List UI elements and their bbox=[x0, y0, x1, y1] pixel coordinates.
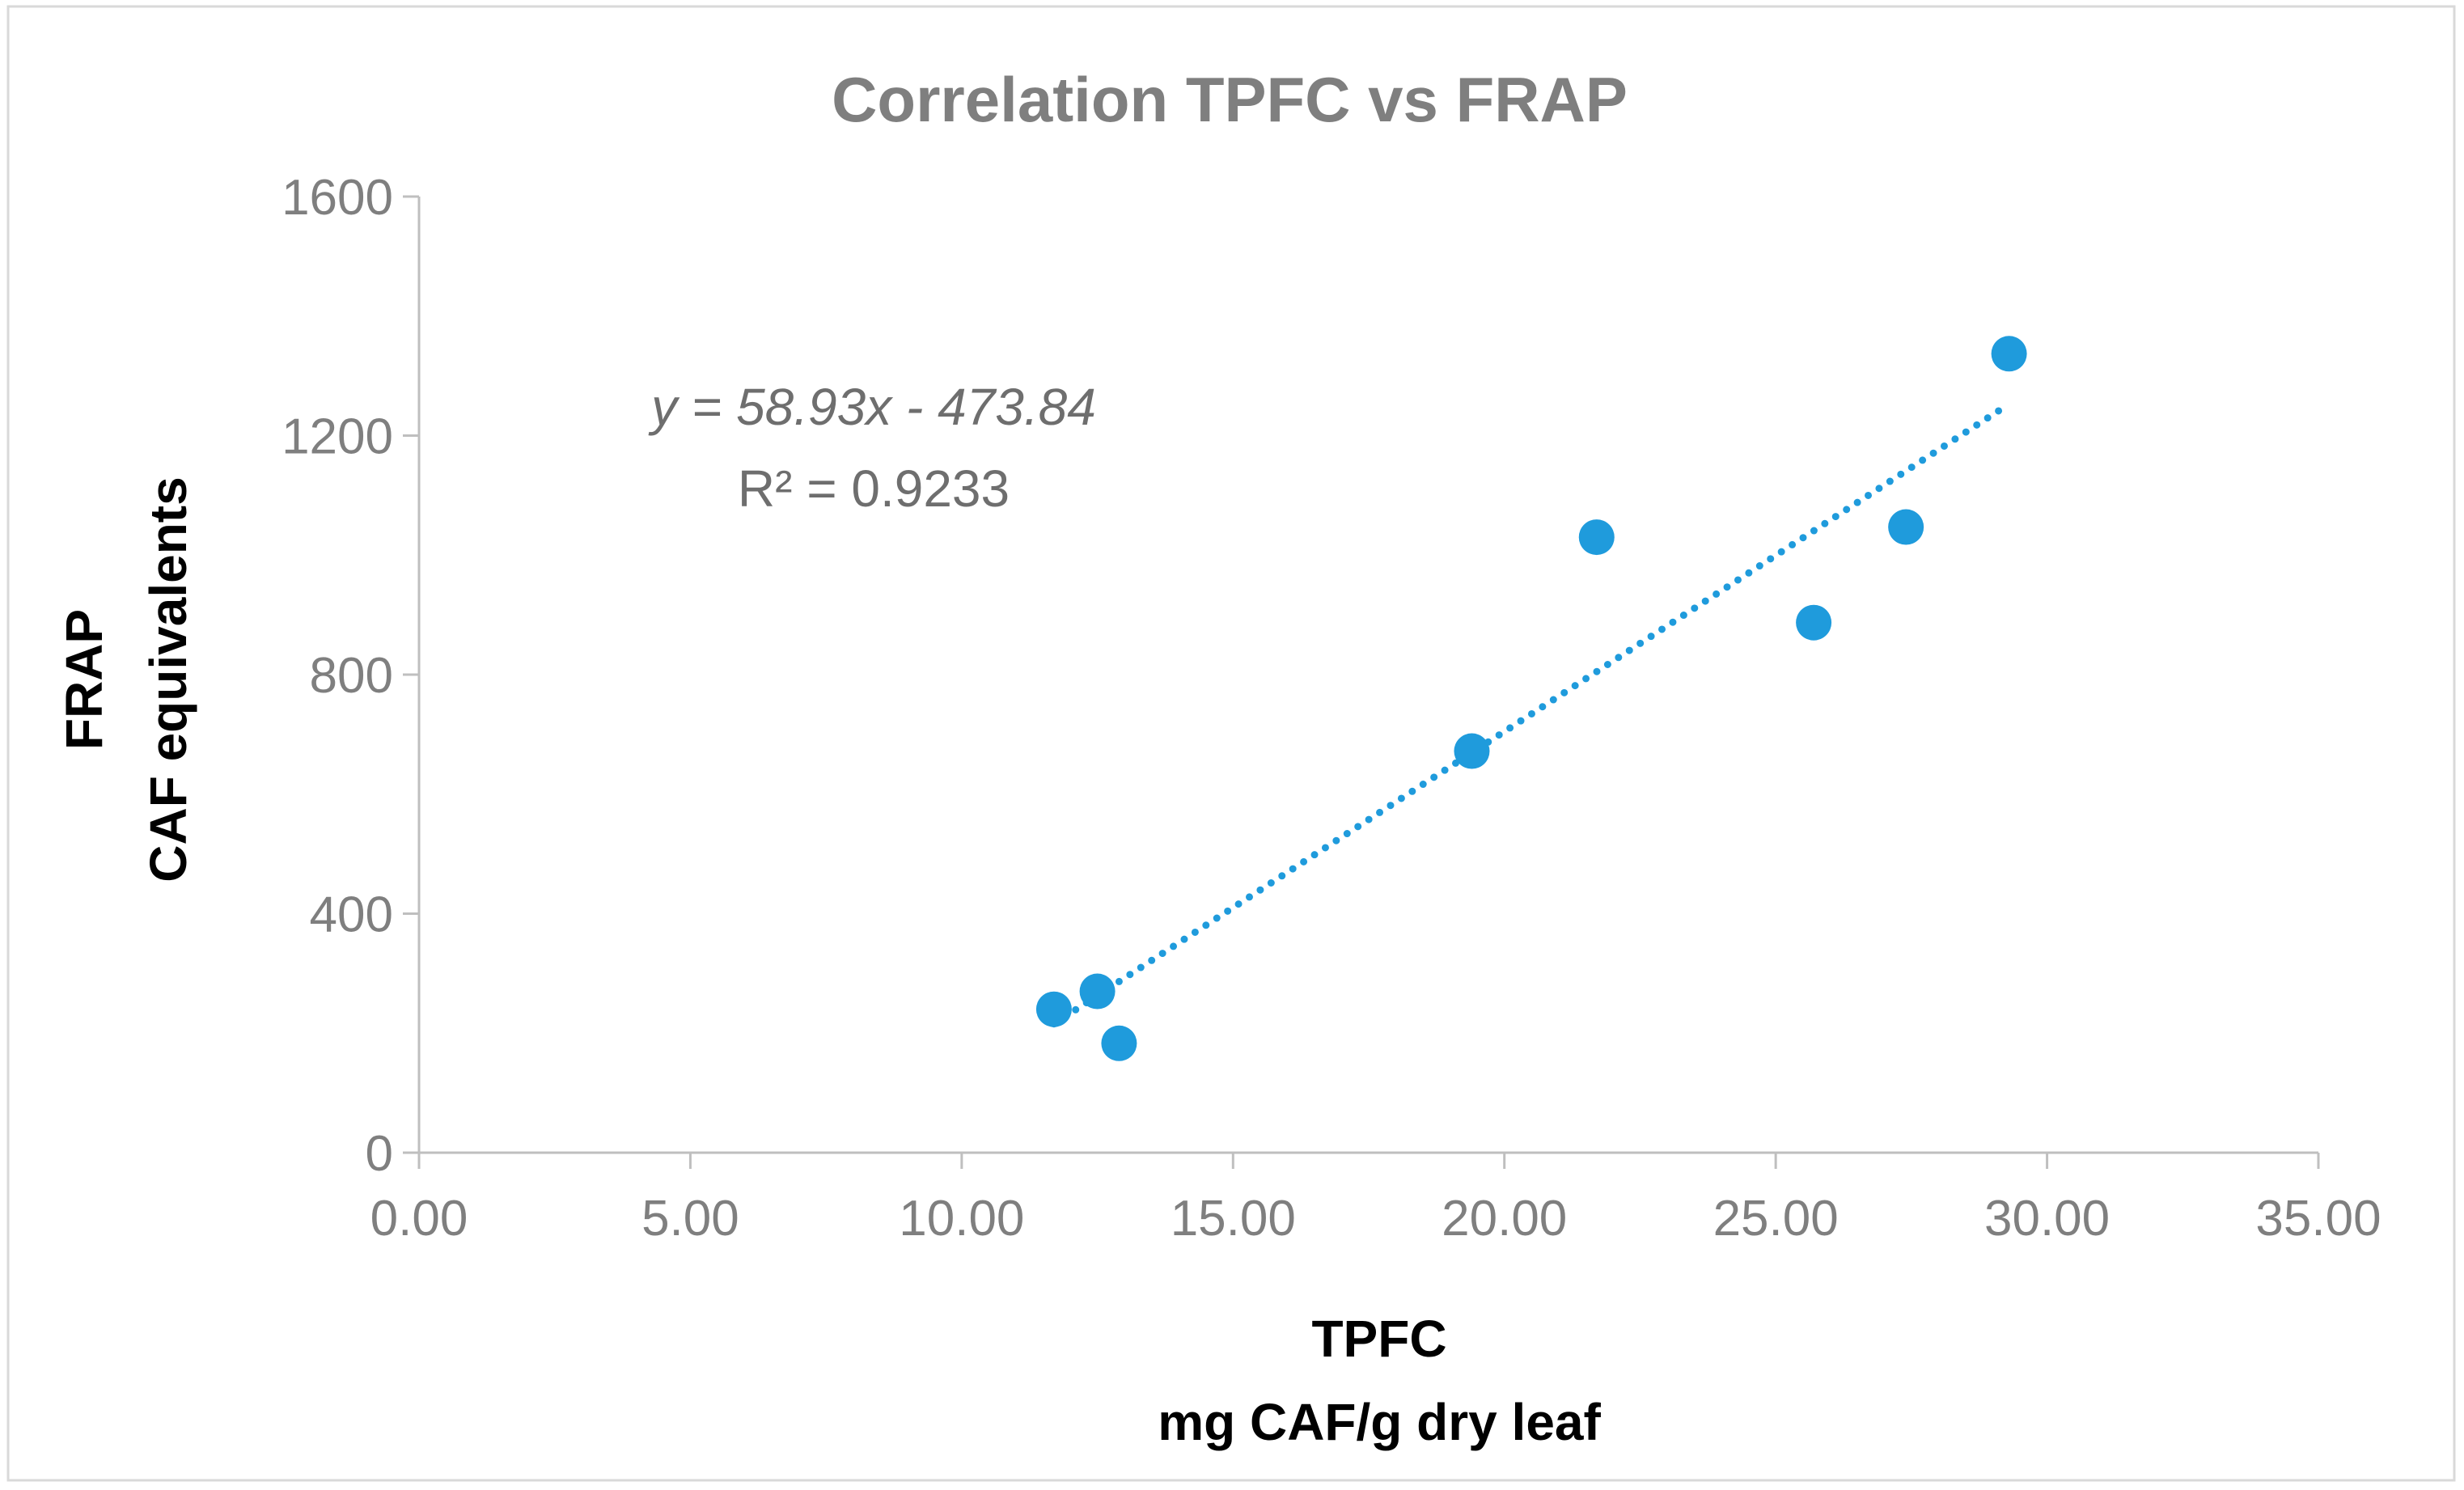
trendline bbox=[1050, 400, 2013, 1028]
chart-title: Correlation TPFC vs FRAP bbox=[832, 64, 1628, 135]
x-tick-label: 10.00 bbox=[899, 1191, 1024, 1247]
chart-border bbox=[6, 5, 2456, 1482]
data-point bbox=[1454, 733, 1490, 769]
y-tick-label: 0 bbox=[366, 1126, 393, 1182]
data-points bbox=[1035, 336, 2027, 1061]
data-point bbox=[1991, 336, 2027, 372]
trendline-r2: R² = 0.9233 bbox=[738, 459, 1010, 518]
x-axis-title-line2: mg CAF/g dry leaf bbox=[1158, 1393, 1601, 1451]
x-tick-label: 35.00 bbox=[2255, 1191, 2381, 1247]
y-tick-label: 800 bbox=[310, 648, 393, 704]
trendline-group bbox=[1050, 400, 2013, 1028]
data-point bbox=[1079, 973, 1116, 1010]
x-tick-label: 20.00 bbox=[1442, 1191, 1567, 1247]
x-axis-title-line1: TPFC bbox=[1311, 1310, 1446, 1368]
y-tick-label: 400 bbox=[310, 887, 393, 943]
x-tick-label: 25.00 bbox=[1713, 1191, 1839, 1247]
trendline-equation: y = 58.93x - 473.84 bbox=[648, 378, 1096, 436]
data-point bbox=[1796, 604, 1832, 641]
y-axis-ticks: 0 400 800 1200 1600 bbox=[282, 170, 419, 1182]
data-point bbox=[1578, 519, 1615, 556]
data-point bbox=[1101, 1025, 1137, 1061]
x-tick-label: 5.00 bbox=[641, 1191, 739, 1247]
x-tick-label: 30.00 bbox=[1984, 1191, 2110, 1247]
y-tick-label: 1600 bbox=[282, 170, 393, 226]
x-axis-ticks: 0.00 5.00 10.00 15.00 20.00 25.00 30.00 35.00 bbox=[370, 1153, 2381, 1247]
data-point bbox=[1035, 991, 1072, 1027]
y-axis-title-line2: CAF equivalents bbox=[139, 476, 197, 882]
x-tick-label: 15.00 bbox=[1171, 1191, 1296, 1247]
y-tick-label: 1200 bbox=[282, 409, 393, 465]
data-point bbox=[1888, 509, 1924, 545]
x-tick-label: 0.00 bbox=[370, 1191, 468, 1247]
y-axis-title-line1: FRAP bbox=[55, 609, 113, 750]
